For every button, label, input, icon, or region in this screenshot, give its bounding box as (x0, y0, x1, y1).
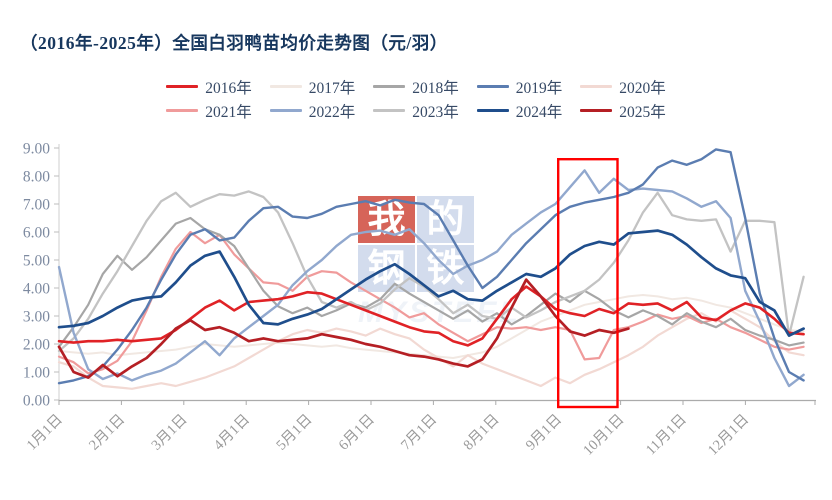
x-axis-label: 2月1日 (86, 412, 128, 454)
x-axis-label: 6月1日 (336, 412, 378, 454)
legend-item-2019: 2019年 (476, 76, 563, 97)
legend-label: 2019年 (515, 79, 563, 97)
legend-swatch-2022 (269, 108, 302, 113)
series-line-2020 (57, 309, 805, 390)
legend-swatch-2023 (373, 108, 406, 113)
legend-swatch-2017 (269, 84, 302, 89)
legend-label: 2020年 (619, 79, 666, 97)
legend-label: 2022年 (308, 103, 356, 121)
legend-swatch-2016 (166, 84, 199, 89)
legend-item-2020: 2020年 (580, 76, 666, 97)
series-line-2021 (57, 230, 805, 375)
y-axis-label: 5.00 (23, 253, 50, 270)
legend-item-2018: 2018年 (373, 76, 459, 97)
legend-label: 2023年 (412, 103, 459, 121)
series-line-2025 (57, 278, 630, 379)
legend-swatch-2021 (166, 108, 199, 113)
x-axis-label: 8月1日 (461, 412, 503, 454)
series-line-2022 (57, 169, 805, 388)
x-axis-label: 11月1日 (643, 412, 690, 459)
legend-item-2023: 2023年 (373, 100, 459, 121)
legend-label: 2021年 (205, 103, 252, 121)
series-line-2017 (58, 294, 805, 359)
x-axis-label: 1月1日 (24, 412, 66, 454)
x-axis-label: 7月1日 (398, 412, 440, 454)
watermark-char-2: 的 (417, 196, 474, 243)
y-axis-label: 7.00 (23, 197, 50, 214)
legend-item-2022: 2022年 (269, 100, 356, 121)
legend-label: 2016年 (205, 79, 252, 97)
y-axis-label: 6.00 (23, 225, 50, 242)
x-axis-label: 3月1日 (149, 412, 191, 454)
x-axis-label: 10月1日 (580, 412, 627, 459)
legend-label: 2017年 (308, 79, 356, 97)
y-axis-label: 1.00 (23, 365, 50, 382)
legend-item-2024: 2024年 (476, 100, 563, 121)
legend-swatch-2018 (373, 84, 406, 89)
series-line-2024 (57, 229, 805, 337)
y-axis-label: 4.00 (23, 281, 50, 298)
chart-title: （2016年-2025年）全国白羽鸭苗均价走势图（元/羽） (20, 33, 448, 53)
legend-item-2025: 2025年 (580, 100, 666, 121)
legend-item-2021: 2021年 (166, 100, 252, 121)
x-axis-label: 4月1日 (211, 412, 253, 454)
chart-legend: 2016年 2017年 2018年 2019年 2020年 2021年 2022年 2023… (0, 76, 832, 124)
x-axis-label: 9月1日 (523, 412, 565, 454)
y-axis-label: 9.00 (23, 141, 50, 158)
legend-label: 2025年 (619, 103, 666, 121)
legend-swatch-2024 (476, 108, 509, 113)
y-axis-label: 0.00 (23, 393, 50, 410)
legend-item-2016: 2016年 (166, 76, 252, 97)
series-line-2023 (57, 190, 805, 353)
x-axis-label: 12月1日 (705, 412, 752, 459)
series-line-2019 (57, 148, 805, 385)
y-axis-label: 3.00 (23, 309, 50, 326)
legend-swatch-2019 (476, 84, 509, 89)
legend-swatch-2025 (580, 108, 613, 113)
legend-swatch-2020 (580, 84, 613, 89)
y-axis-label: 8.00 (23, 169, 50, 186)
legend-label: 2024年 (515, 103, 563, 121)
x-axis-label: 5月1日 (273, 412, 315, 454)
september-highlight-box (557, 157, 619, 409)
legend-row-2: 2021年 2022年 2023年 2024年 2025年 (0, 100, 832, 121)
series-line-2018 (57, 216, 805, 348)
y-axis-label: 2.00 (23, 337, 50, 354)
legend-item-2017: 2017年 (269, 76, 356, 97)
legend-row-1: 2016年 2017年 2018年 2019年 2020年 (0, 76, 832, 97)
legend-label: 2018年 (412, 79, 459, 97)
